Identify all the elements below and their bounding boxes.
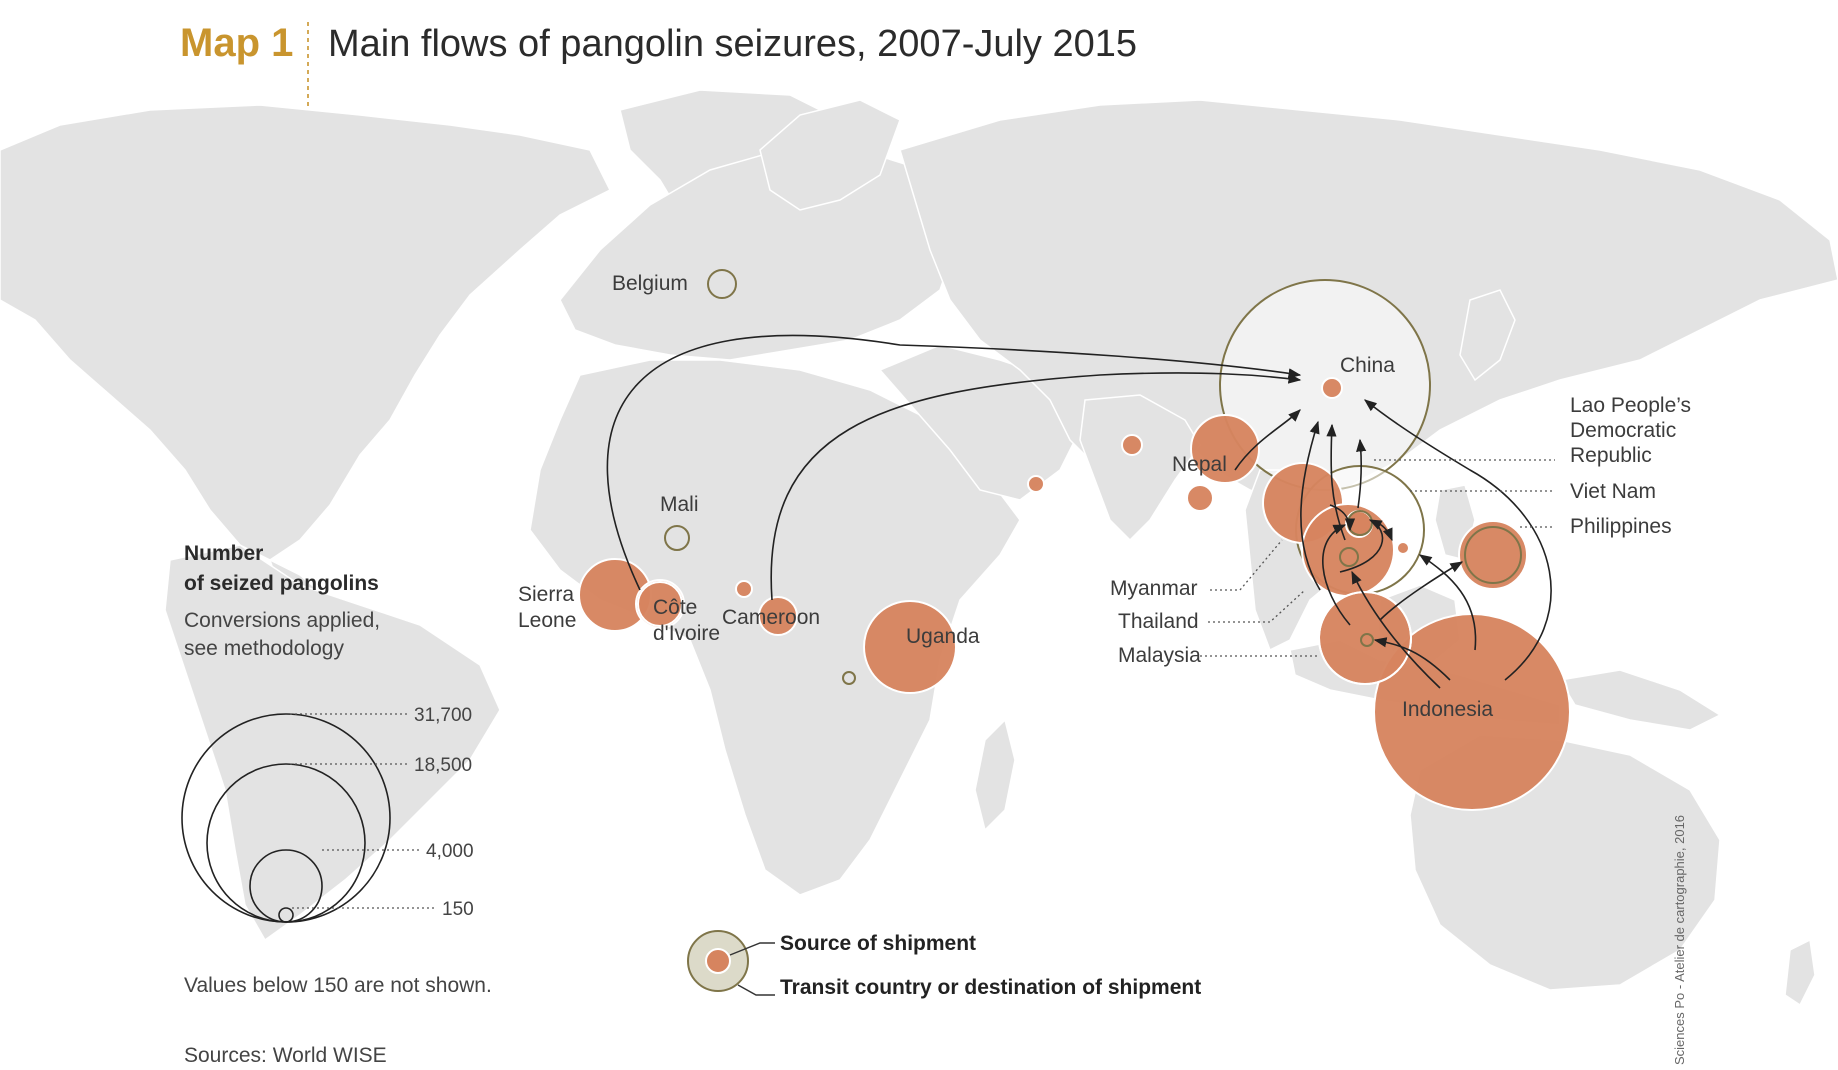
land-scandinavia — [759, 99, 901, 211]
label-indonesia: Indonesia — [1402, 698, 1493, 721]
flow-indonesia-china — [1364, 399, 1552, 681]
ring-thailand — [1339, 547, 1359, 567]
circle-bangladesh-source — [1121, 434, 1143, 456]
circle-cameroon-source — [758, 596, 798, 636]
flow-indonesia-thailand — [1351, 570, 1441, 689]
label-lao-2: Democratic — [1570, 419, 1676, 442]
flow-thailand-vietnam — [1339, 519, 1384, 573]
circle-uganda-source — [863, 600, 957, 694]
source-circles — [578, 377, 1571, 811]
symbol-key: Source of shipment Transit country or de… — [687, 930, 1201, 999]
flow-myanmar-china — [1300, 420, 1321, 591]
label-sierra-leone-1: Sierra — [518, 583, 574, 606]
legend-note: Values below 150 are not shown. — [184, 974, 492, 997]
place-labels: Belgium Mali Sierra Leone Côte d'Ivoire … — [518, 272, 1691, 721]
land-south-america — [164, 544, 501, 942]
leader-myanmar — [1210, 539, 1283, 591]
land-north-america — [0, 104, 612, 561]
sources-note: Sources: World WISE — [184, 1044, 387, 1067]
circle-cote-divoire-source — [635, 579, 685, 629]
circle-china-source — [1321, 377, 1343, 399]
flow-arrows — [606, 334, 1552, 689]
key-source-leader — [729, 942, 775, 956]
circle-gabon-source — [735, 580, 753, 598]
label-viet-nam: Viet Nam — [1570, 480, 1656, 503]
label-malaysia: Malaysia — [1118, 644, 1201, 667]
label-thailand: Thailand — [1118, 610, 1199, 633]
label-mali: Mali — [660, 493, 699, 516]
leader-thailand — [1208, 589, 1306, 623]
flow-malaysia-philippines — [1379, 561, 1464, 621]
scale-circle-150 — [278, 907, 294, 923]
label-cote-divoire-2: d'Ivoire — [653, 622, 720, 645]
label-uganda: Uganda — [906, 625, 980, 648]
flow-malaysia-vietnam — [1322, 524, 1351, 626]
label-china: China — [1340, 354, 1395, 377]
legend-heading-line2: of seized pangolins — [184, 572, 379, 595]
world-basemap — [0, 89, 1838, 1007]
page-title: Main flows of pangolin seizures, 2007-Ju… — [328, 23, 1137, 65]
flow-cote-divoire-china — [606, 334, 1302, 591]
circle-oman-source — [1027, 475, 1045, 493]
circle-hong-kong-source — [1396, 541, 1410, 555]
label-lao-1: Lao People’s — [1570, 394, 1691, 417]
label-nepal: Nepal — [1172, 453, 1227, 476]
label-belgium: Belgium — [612, 272, 688, 295]
scale-value-18500: 18,500 — [414, 755, 472, 776]
land-japan — [1459, 289, 1516, 382]
flow-india-myanmar — [1329, 504, 1356, 532]
land-new-guinea — [1558, 669, 1722, 731]
flow-india-china — [1234, 409, 1301, 471]
cartography-credit: Sciences Po - Atelier de cartographie, 2… — [1672, 815, 1687, 1065]
scale-value-150: 150 — [442, 899, 474, 920]
land-madagascar — [974, 718, 1016, 832]
scale-value-4000: 4,000 — [426, 841, 474, 862]
flow-indonesia-malaysia — [1373, 637, 1451, 681]
circle-sri-lanka-source — [1186, 484, 1214, 512]
size-legend: Number of seized pangolins Conversions a… — [181, 542, 492, 1067]
flow-cameroon-china — [770, 372, 1302, 601]
land-europe — [559, 149, 961, 361]
legend-heading-line1: Number — [184, 542, 263, 565]
key-transit-label: Transit country or destination of shipme… — [780, 976, 1201, 999]
ring-malaysia-inner — [1360, 633, 1374, 647]
ring-philippines — [1464, 526, 1522, 584]
legend-sub-line1: Conversions applied, — [184, 609, 380, 632]
key-transit-leader — [737, 984, 775, 996]
label-cameroon: Cameroon — [722, 606, 820, 629]
leader-lines — [1200, 459, 1555, 657]
map-number: Map 1 — [180, 21, 293, 65]
flow-lao-china — [1356, 438, 1367, 509]
land-india — [1079, 394, 1201, 542]
label-lao-3: Republic — [1570, 444, 1652, 467]
map-header: Map 1 Main flows of pangolin seizures, 2… — [180, 21, 1137, 110]
ring-malaysia-outer — [1318, 591, 1412, 685]
circle-belgium-destination — [707, 269, 737, 299]
legend-sub-line2: see methodology — [184, 637, 344, 660]
circle-nepal-source — [1190, 414, 1260, 484]
ring-cote-divoire — [637, 581, 683, 627]
label-philippines: Philippines — [1570, 515, 1672, 538]
key-source-label: Source of shipment — [780, 932, 976, 955]
label-sierra-leone-2: Leone — [518, 609, 576, 632]
flow-lao-vietnam — [1374, 521, 1393, 542]
scale-value-31700: 31,700 — [414, 705, 472, 726]
circle-philippines-source — [1458, 520, 1528, 590]
label-cote-divoire-1: Côte — [653, 596, 697, 619]
label-myanmar: Myanmar — [1110, 577, 1198, 600]
circle-drc-destination — [842, 671, 856, 685]
circle-mali-destination — [664, 525, 690, 551]
key-source-circle — [705, 948, 731, 974]
land-new-zealand — [1784, 938, 1816, 1007]
land-arabia — [878, 344, 1081, 501]
flow-indonesia-philippines — [1418, 554, 1477, 651]
